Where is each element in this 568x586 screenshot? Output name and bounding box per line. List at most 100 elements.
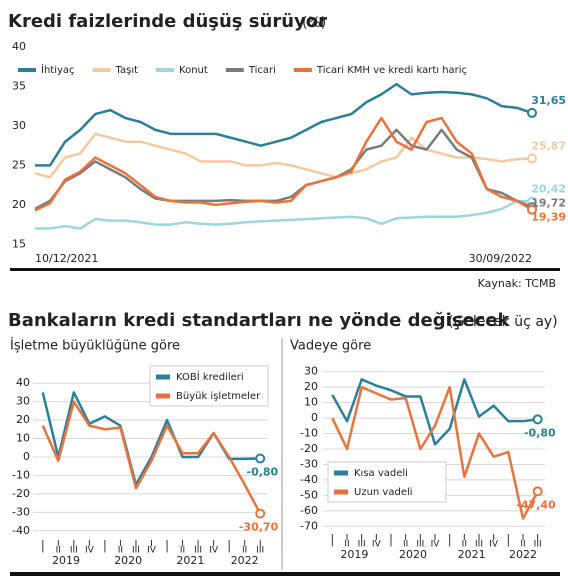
- divider: [10, 572, 560, 576]
- end-marker: [255, 453, 266, 464]
- x-tick-label: II: [242, 546, 247, 556]
- y-tick-label: 0: [23, 450, 30, 463]
- chart-subtitle: (%): [302, 15, 326, 31]
- x-tick-label: II: [118, 546, 123, 556]
- y-tick-label: 25: [12, 158, 26, 171]
- source: Kaynak: TCMB: [478, 277, 556, 290]
- x-tick-label: I: [507, 540, 510, 550]
- end-marker: [527, 107, 537, 118]
- value-label: 20,42: [531, 183, 566, 196]
- value-label: 19,72: [531, 197, 566, 210]
- legend-label: Büyük işletmeler: [176, 391, 261, 402]
- y-tick-label: -40: [12, 524, 30, 537]
- x-tick-label: IV: [372, 540, 382, 550]
- x-tick-label: III: [70, 546, 78, 556]
- legend-label: KOBİ kredileri: [176, 370, 244, 383]
- series-line: [41, 400, 262, 515]
- series-line: [34, 116, 533, 212]
- series-line: [34, 132, 533, 179]
- divider: [10, 268, 560, 271]
- x-tick-label: III: [475, 540, 483, 550]
- x-tick-label: I: [41, 546, 44, 556]
- x-tick-label: III: [132, 546, 140, 556]
- value-label: -47,40: [516, 498, 556, 511]
- y-tick-label: -60: [300, 504, 318, 517]
- y-tick-label: -20: [12, 487, 30, 500]
- y-tick-label: 0: [311, 411, 318, 424]
- x-tick-label: I: [166, 546, 169, 556]
- end-marker: [532, 414, 543, 425]
- x-tick-label: IV: [147, 546, 157, 556]
- y-tick-label: -10: [300, 427, 318, 440]
- year-label: 2022: [509, 548, 537, 561]
- series-line: [35, 82, 533, 167]
- year-label: 2021: [176, 554, 204, 567]
- value-label: -0,80: [247, 465, 279, 478]
- x-tick-label: III: [256, 546, 264, 556]
- x-tick-label: I: [228, 546, 231, 556]
- y-tick-label: 10: [304, 396, 318, 409]
- y-tick-label: 30: [12, 119, 26, 132]
- y-tick-label: 30: [16, 395, 30, 408]
- x-tick-label: III: [416, 540, 424, 550]
- x-tick-label: II: [462, 540, 467, 550]
- x-tick-label: III: [194, 546, 202, 556]
- y-tick-label: 30: [304, 365, 318, 378]
- value-label: -30,70: [239, 521, 279, 534]
- x-tick-label: 10/12/2021: [35, 252, 98, 265]
- value-label: 25,87: [531, 140, 566, 153]
- y-tick-label: -40: [300, 473, 318, 486]
- legend-box: [327, 461, 447, 503]
- series-line: [34, 128, 533, 210]
- legend-label: Taşıt: [115, 65, 139, 76]
- value-label: 19,39: [531, 211, 566, 224]
- x-tick-label: IV: [431, 540, 441, 550]
- end-marker: [255, 508, 266, 519]
- x-tick-label: II: [180, 546, 185, 556]
- x-tick-label: 30/09/2022: [469, 252, 532, 265]
- y-tick-label: 20: [304, 380, 318, 393]
- x-tick-label: I: [331, 540, 334, 550]
- y-tick-label: 15: [12, 237, 26, 250]
- legend-label: Konut: [179, 65, 208, 76]
- y-tick-label: -20: [300, 442, 318, 455]
- legend-label: Kısa vadeli: [354, 468, 408, 479]
- y-tick-label: -30: [300, 457, 318, 470]
- chart-title: Kredi faizlerinde düşüş sürüyor: [8, 11, 327, 32]
- legend-label: İhtiyaç: [41, 63, 75, 76]
- year-label: 2022: [231, 554, 259, 567]
- y-tick-label: -30: [12, 505, 30, 518]
- section-title: Bankaların kredi standartları ne yönde d…: [8, 310, 511, 331]
- x-tick-label: II: [403, 540, 408, 550]
- end-marker: [527, 153, 537, 164]
- y-tick-label: 40: [16, 376, 30, 389]
- x-tick-label: I: [104, 546, 107, 556]
- y-tick-label: 40: [12, 40, 26, 53]
- y-tick-label: 35: [12, 79, 26, 92]
- legend-box: [149, 365, 269, 407]
- y-tick-label: -10: [12, 468, 30, 481]
- y-tick-label: 20: [16, 413, 30, 426]
- x-tick-label: I: [390, 540, 393, 550]
- series-line: [331, 385, 539, 520]
- year-label: 2019: [52, 554, 80, 567]
- legend-label: Uzun vadeli: [354, 487, 413, 498]
- chart-title: Vadeye göre: [290, 339, 371, 354]
- x-tick-label: III: [534, 540, 542, 550]
- x-tick-label: II: [56, 546, 61, 556]
- legend-label: Ticari: [248, 65, 276, 76]
- series-line: [331, 378, 538, 446]
- x-tick-label: III: [358, 540, 366, 550]
- x-tick-label: II: [344, 540, 349, 550]
- year-label: 2019: [340, 548, 368, 561]
- series-line: [35, 199, 533, 230]
- legend-label: Ticari KMH ve kredi kartı hariç: [316, 65, 467, 76]
- x-tick-label: IV: [85, 546, 95, 556]
- x-tick-label: I: [448, 540, 451, 550]
- section-subtitle: (Gelecek üç ay): [448, 314, 558, 330]
- value-label: 31,65: [531, 94, 566, 107]
- chart-title: İşletme büyüklüğüne göre: [10, 338, 180, 354]
- year-label: 2020: [114, 554, 142, 567]
- end-marker: [527, 204, 537, 215]
